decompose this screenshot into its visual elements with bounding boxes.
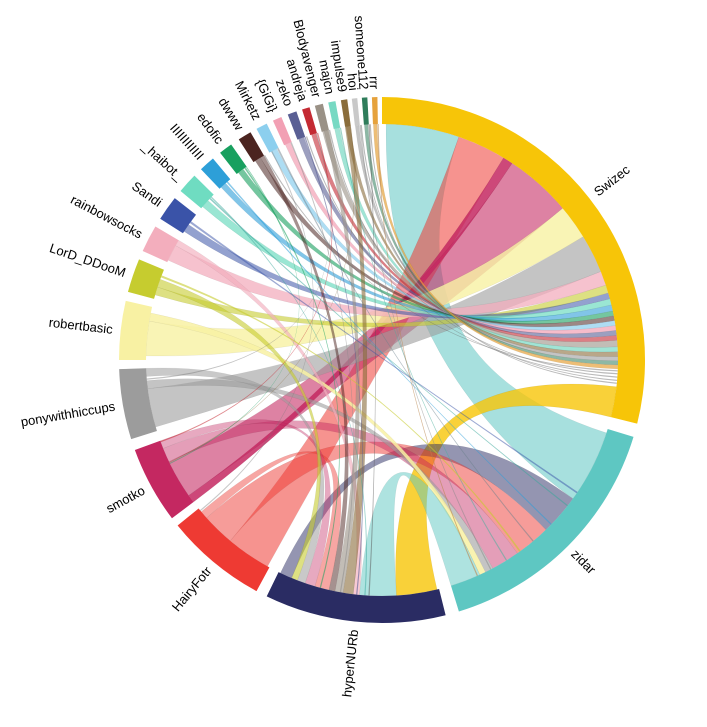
arc-rainbowsocks[interactable] xyxy=(142,226,179,263)
label-smotko: smotko xyxy=(103,483,147,516)
arc-robertbasic[interactable] xyxy=(118,300,153,360)
label-edofic: edofic xyxy=(194,110,227,147)
chord-Swizec-hoi[interactable] xyxy=(355,124,619,362)
arc-LorD_DDooM[interactable] xyxy=(127,259,164,299)
label-robertbasic: robertbasic xyxy=(48,315,114,337)
arc-Sandi[interactable] xyxy=(160,198,197,234)
arc-dwww[interactable] xyxy=(238,132,264,163)
arcs-layer xyxy=(118,97,646,624)
label-majcn: majcn xyxy=(316,59,337,96)
arc-Blodyavenger[interactable] xyxy=(314,103,329,132)
label-Sandi: Sandi xyxy=(129,178,165,210)
chord-edofic-hyperNURb[interactable] xyxy=(244,167,340,588)
label-hyperNURb: hyperNURb xyxy=(339,629,361,698)
arc-someone112[interactable] xyxy=(361,97,369,125)
arc-HairyFotr[interactable] xyxy=(177,508,270,592)
arc-hyperNURb[interactable] xyxy=(266,572,446,624)
arc-majcn[interactable] xyxy=(328,101,341,129)
label-ponywithhiccups: ponywithhiccups xyxy=(20,398,117,429)
chords-layer xyxy=(145,123,619,597)
label-_haibot_: _haibot_ xyxy=(139,138,187,184)
label-rainbowsocks: rainbowsocks xyxy=(68,192,145,242)
arc-IIIIIIIIIIII[interactable] xyxy=(200,158,231,189)
arc-rrr[interactable] xyxy=(371,97,378,125)
arc-ponywithhiccups[interactable] xyxy=(119,368,157,440)
arc-zeko[interactable] xyxy=(287,111,306,140)
label-rrr: rrr xyxy=(367,76,382,90)
arc-zidar[interactable] xyxy=(451,429,634,612)
arc-smotko[interactable] xyxy=(134,440,194,519)
chord-hyperNURb-HairyFotr[interactable] xyxy=(200,451,342,591)
arc-Swizec[interactable] xyxy=(382,97,646,424)
chord-hyperNURb-LorD_DDooM[interactable] xyxy=(157,278,321,581)
chord-Sandi-zidar[interactable] xyxy=(189,221,578,494)
arc-impulse9[interactable] xyxy=(340,99,351,127)
arc-edofic[interactable] xyxy=(220,144,247,175)
arc-_haibot_[interactable] xyxy=(180,175,214,209)
arc-Mirketz[interactable] xyxy=(256,123,279,153)
chord-Swizec-rrr[interactable] xyxy=(373,123,619,370)
label-hoi: hoi xyxy=(344,72,361,91)
label-zidar: zidar xyxy=(568,546,599,577)
label-impulse9: impulse9 xyxy=(328,39,350,93)
chord-zidar-hyperNURb[interactable] xyxy=(359,471,481,597)
label-LorD_DDooM: LorD_DDooM xyxy=(48,240,128,280)
label-someone112: someone112 xyxy=(352,15,372,90)
chord-{GiGi}-hyperNURb[interactable] xyxy=(290,141,354,593)
arc-andreja[interactable] xyxy=(302,107,317,136)
chord-someone112-hyperNURb[interactable] xyxy=(368,124,376,596)
chord-Swizec-andreja[interactable] xyxy=(311,133,618,343)
label-Swizec: Swizec xyxy=(591,162,633,199)
arc-{GiGi}[interactable] xyxy=(272,117,292,146)
arc-hoi[interactable] xyxy=(351,98,360,126)
label-HairyFotr: HairyFotr xyxy=(169,563,215,614)
